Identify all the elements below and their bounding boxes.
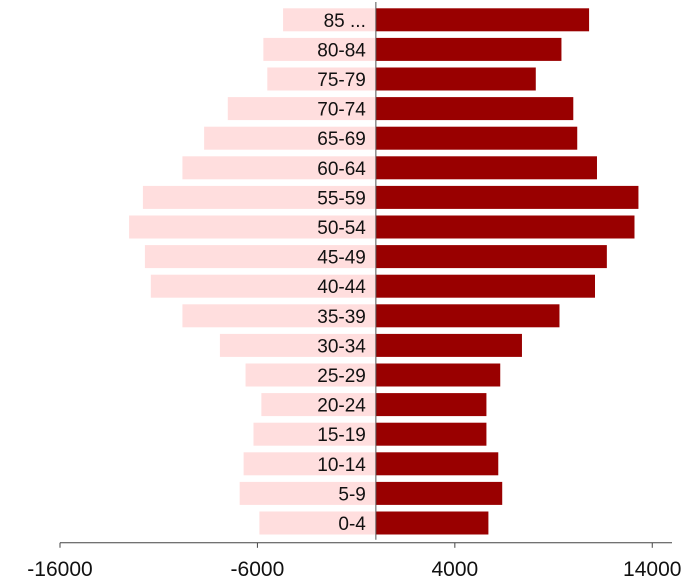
- right-bar-10-14: [375, 452, 499, 476]
- left-bar-20-24: [261, 393, 376, 417]
- x-tick-label: 14000: [623, 558, 681, 581]
- right-bar-20-24: [375, 393, 487, 417]
- left-bar-5-9: [239, 481, 376, 505]
- right-bar-25-29: [375, 363, 501, 387]
- age-group-labels: 85 ... 80-84 75-79 70-74 65-69 60-64 55-59 50-5…: [317, 11, 366, 535]
- left-bar-0-4: [259, 511, 376, 535]
- x-tick-label: -16000: [27, 558, 92, 581]
- right-bar-75-79: [375, 67, 536, 91]
- category-label: 25-29: [317, 366, 366, 387]
- left-bar-45-49: [144, 245, 376, 269]
- category-label: 35-39: [317, 307, 366, 328]
- left-bar-50-54: [129, 215, 376, 239]
- category-label: 45-49: [317, 248, 366, 269]
- right-bar-15-19: [375, 422, 487, 446]
- left-bar-55-59: [142, 185, 376, 209]
- left-bar-40-44: [150, 274, 376, 298]
- left-bar-85 ...: [283, 8, 376, 32]
- x-tick-label: -6000: [231, 558, 285, 581]
- left-bar-35-39: [182, 304, 376, 328]
- right-bar-35-39: [375, 304, 560, 328]
- x-tick-label: 4000: [431, 558, 478, 581]
- right-bar-70-74: [375, 97, 574, 121]
- category-label: 15-19: [317, 425, 366, 446]
- category-label: 50-54: [317, 218, 366, 239]
- category-label: 70-74: [317, 100, 366, 121]
- x-axis-ticks: -16000 -6000 4000 14000: [27, 542, 681, 581]
- left-bar-30-34: [219, 333, 376, 357]
- right-bar-40-44: [375, 274, 596, 298]
- left-bar-80-84: [263, 37, 376, 61]
- right-bar-5-9: [375, 481, 503, 505]
- left-series-bars: [129, 8, 376, 535]
- category-label: 20-24: [317, 396, 366, 417]
- right-bar-85 ...: [375, 8, 590, 32]
- left-bar-65-69: [204, 126, 376, 150]
- right-bar-80-84: [375, 37, 562, 61]
- category-label: 80-84: [317, 40, 366, 61]
- right-bar-50-54: [375, 215, 635, 239]
- category-label: 55-59: [317, 188, 366, 209]
- right-bar-60-64: [375, 156, 597, 180]
- category-label: 60-64: [317, 159, 366, 180]
- category-label: 30-34: [317, 336, 366, 357]
- left-bar-60-64: [182, 156, 376, 180]
- category-label: 10-14: [317, 455, 366, 476]
- category-label: 65-69: [317, 129, 366, 150]
- right-bar-55-59: [375, 185, 639, 209]
- left-bar-75-79: [267, 67, 376, 91]
- category-label: 40-44: [317, 277, 366, 298]
- right-bar-30-34: [375, 333, 522, 357]
- category-label: 0-4: [338, 514, 366, 535]
- right-series-bars: [375, 8, 639, 535]
- left-bar-15-19: [253, 422, 376, 446]
- left-bar-25-29: [245, 363, 376, 387]
- right-bar-45-49: [375, 245, 607, 269]
- right-bar-0-4: [375, 511, 489, 535]
- right-bar-65-69: [375, 126, 578, 150]
- left-bar-70-74: [227, 97, 376, 121]
- category-label: 85 ...: [324, 11, 366, 32]
- category-label: 5-9: [338, 484, 365, 505]
- category-label: 75-79: [317, 70, 366, 91]
- left-bar-10-14: [243, 452, 376, 476]
